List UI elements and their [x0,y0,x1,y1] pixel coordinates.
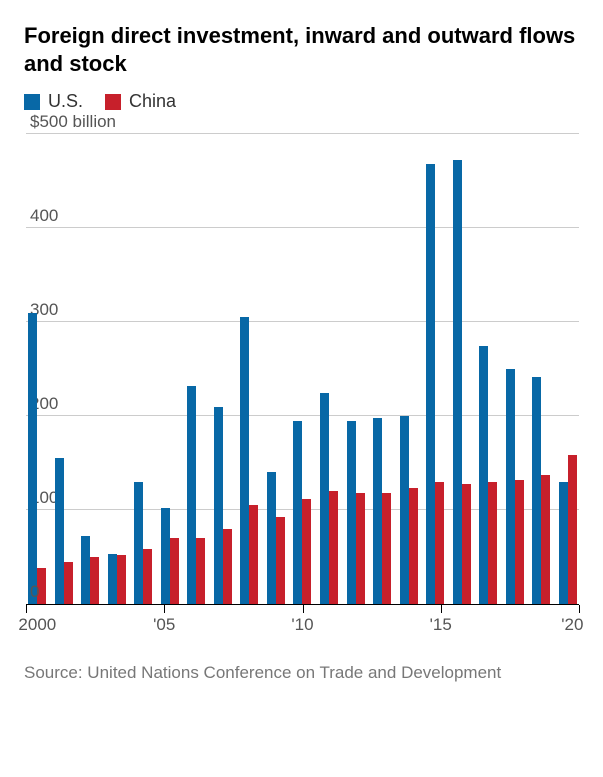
bar-china [382,493,391,604]
bar-us [187,386,196,604]
bar-china [196,538,205,604]
year-group [347,134,365,604]
x-axis: 2000'05'10'15'20 [26,605,579,635]
bar-china [409,488,418,604]
legend-item-china: China [105,91,176,112]
source-text: Source: United Nations Conference on Tra… [24,661,579,685]
bar-us [214,407,223,604]
bar-china [90,557,99,604]
bar-us [108,554,117,604]
x-tick [164,605,165,613]
year-group [559,134,577,604]
bar-china [488,482,497,604]
year-group [267,134,285,604]
bar-china [541,475,550,604]
fdi-chart: Foreign direct investment, inward and ou… [0,0,603,777]
bar-us [240,317,249,604]
x-tick-label: '10 [291,615,313,635]
legend: U.S. China [24,91,579,112]
bar-us [479,346,488,605]
year-group [506,134,524,604]
year-group [373,134,391,604]
year-group [293,134,311,604]
legend-label-us: U.S. [48,91,83,112]
year-group [479,134,497,604]
bar-china [143,549,152,604]
year-group [134,134,152,604]
year-group [240,134,258,604]
year-group [161,134,179,604]
bar-us [320,393,329,605]
year-group [400,134,418,604]
bar-us [293,421,302,604]
bar-us [347,421,356,604]
chart-title: Foreign direct investment, inward and ou… [24,22,579,77]
year-group [28,134,46,604]
legend-swatch-us [24,94,40,110]
plot-area: 0100200300400$500 billion 2000'05'10'15'… [24,134,579,635]
bar-us [532,377,541,604]
bar-us [161,508,170,604]
bar-us [400,416,409,604]
bar-china [515,480,524,604]
year-group [532,134,550,604]
year-group [426,134,444,604]
bar-us [134,482,143,604]
x-tick [303,605,304,613]
year-group [55,134,73,604]
bar-us [267,472,276,604]
x-tick-label: '15 [430,615,452,635]
bar-china [568,455,577,604]
bar-china [276,517,285,604]
bar-us [81,536,90,604]
year-group [320,134,338,604]
bar-china [329,491,338,604]
year-group [108,134,126,604]
year-group [214,134,232,604]
bar-us [28,313,37,604]
x-tick-label: '05 [153,615,175,635]
bar-china [302,499,311,604]
x-tick-label: '20 [561,615,583,635]
x-tick [26,605,27,613]
bar-china [170,538,179,604]
year-group [187,134,205,604]
bars [26,134,579,604]
bar-china [223,529,232,604]
x-tick [441,605,442,613]
bar-us [426,164,435,604]
legend-item-us: U.S. [24,91,83,112]
bar-china [462,484,471,604]
x-tick-label: 2000 [18,615,56,635]
bar-us [373,418,382,604]
y-tick-label: 0 [30,582,39,602]
plot: 0100200300400$500 billion [26,134,579,605]
bar-china [356,493,365,604]
bar-china [249,505,258,604]
legend-label-china: China [129,91,176,112]
bar-us [55,458,64,604]
year-group [81,134,99,604]
y-tick-label: $500 billion [30,112,116,132]
bar-us [506,369,515,604]
x-tick [579,605,580,613]
bar-china [117,555,126,604]
bar-us [559,482,568,604]
year-group [453,134,471,604]
bar-china [64,562,73,604]
bar-china [435,482,444,604]
legend-swatch-china [105,94,121,110]
bar-us [453,160,462,604]
